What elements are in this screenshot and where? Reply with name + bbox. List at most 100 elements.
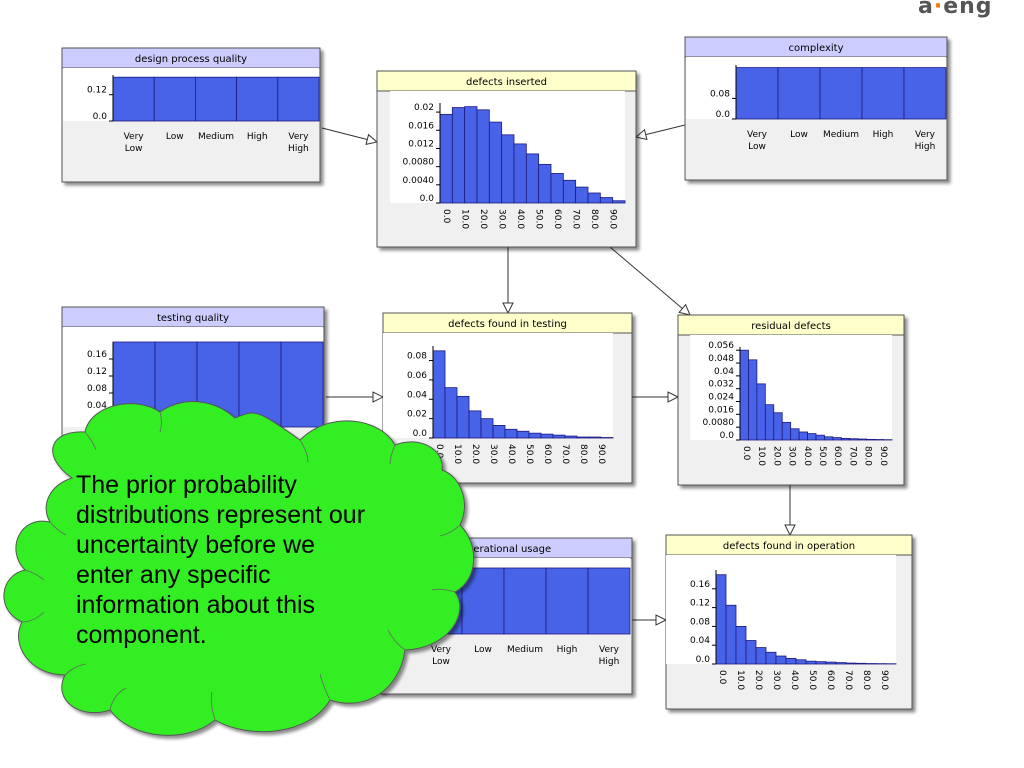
node-title: residual defects xyxy=(751,321,831,332)
bar xyxy=(562,179,577,204)
bar xyxy=(745,640,757,665)
category-label: Very xyxy=(124,132,145,142)
bar xyxy=(588,436,602,439)
x-tick-label: 20.0 xyxy=(478,209,488,229)
bar xyxy=(575,186,589,204)
x-tick-label: 80.0 xyxy=(589,209,599,229)
node-defects-inserted[interactable]: defects inserted0.020.0160.0120.00800.00… xyxy=(376,70,637,248)
node-residual-defects[interactable]: residual defects 0.056 0.048 0.04 0.032 0.024… xyxy=(677,314,905,486)
x-tick-label: 10.0 xyxy=(756,446,766,466)
edge-arrowhead xyxy=(784,524,796,537)
y-tick-label: 0.0 xyxy=(696,655,711,665)
bar xyxy=(855,662,867,665)
y-tick-label: 0.08 xyxy=(710,89,730,99)
y-tick-label: 0.04 xyxy=(690,636,710,646)
bar xyxy=(765,651,777,665)
bar xyxy=(277,76,320,122)
bar xyxy=(504,428,518,439)
category-label: Medium xyxy=(823,130,859,140)
category-label: Very xyxy=(915,130,936,140)
bar xyxy=(773,412,783,441)
node-defects-found-in-operation[interactable]: defects found in operation0.160.120.080.… xyxy=(665,534,913,710)
bar xyxy=(755,647,767,665)
bar xyxy=(832,437,842,441)
bar xyxy=(866,438,876,441)
y-tick-label: 0.048 xyxy=(708,354,734,364)
x-tick-label: 0.0 xyxy=(717,670,727,685)
y-tick-label: 0.0 xyxy=(716,110,731,120)
bar xyxy=(564,435,578,439)
x-tick-label: 50.0 xyxy=(817,446,827,466)
y-tick-label: 0.0080 xyxy=(703,418,735,428)
node-complexity[interactable]: complexity 0.08 0.0 Very Low Low Medium High Ver… xyxy=(684,36,948,181)
bar xyxy=(739,349,749,441)
bar xyxy=(824,436,834,441)
bar xyxy=(764,404,775,441)
y-tick-label: 0.0 xyxy=(720,431,735,441)
x-tick-label: 70.0 xyxy=(571,209,581,229)
bar xyxy=(587,192,601,204)
bar xyxy=(777,67,821,120)
bar xyxy=(513,143,527,204)
y-tick-label: 0.0 xyxy=(413,429,428,439)
y-tick-label: 0.04 xyxy=(714,367,734,377)
edge-arrowhead xyxy=(365,133,379,146)
y-tick-label: 0.056 xyxy=(708,341,734,351)
network-edges xyxy=(321,124,796,626)
bar xyxy=(112,76,155,122)
category-label: Low xyxy=(125,144,143,154)
y-tick-label: 0.0 xyxy=(420,194,435,204)
bar xyxy=(552,434,566,439)
bar xyxy=(576,436,590,439)
bar xyxy=(599,197,614,204)
bar xyxy=(819,67,863,120)
bar xyxy=(503,567,547,635)
x-tick-label: 10.0 xyxy=(452,444,462,464)
bar xyxy=(815,434,825,441)
bar xyxy=(444,387,458,439)
bar xyxy=(236,76,279,122)
x-tick-label: 70.0 xyxy=(560,444,570,464)
bar xyxy=(488,121,503,204)
category-label: Very xyxy=(599,645,620,655)
x-tick-label: 30.0 xyxy=(787,446,797,466)
x-tick-label: 40.0 xyxy=(515,209,525,229)
category-label: Low xyxy=(474,645,492,655)
bar xyxy=(798,431,808,441)
y-tick-label: 0.06 xyxy=(407,371,427,381)
plot-panel xyxy=(666,555,896,664)
category-label: High xyxy=(247,132,268,142)
bar xyxy=(735,67,779,120)
y-tick-label: 0.02 xyxy=(414,103,434,113)
bar xyxy=(501,134,515,204)
bar xyxy=(857,438,868,441)
x-tick-label: 60.0 xyxy=(832,446,842,466)
bar xyxy=(464,106,478,204)
bar xyxy=(795,659,807,665)
category-label: Very xyxy=(431,645,452,655)
bar xyxy=(439,113,453,204)
node-design-process-quality[interactable]: design process quality 0.12 0.0 Very Low Low M… xyxy=(61,47,321,183)
bar xyxy=(748,359,758,441)
callout-text: The prior probability distributions repr… xyxy=(76,471,366,649)
y-tick-label: 0.12 xyxy=(87,86,107,96)
y-tick-label: 0.032 xyxy=(708,380,734,390)
y-tick-label: 0.0 xyxy=(93,112,108,122)
bar xyxy=(528,432,542,439)
edge-line xyxy=(609,246,691,316)
node-title: defects found in testing xyxy=(448,319,567,330)
x-tick-label: 30.0 xyxy=(497,209,507,229)
bar xyxy=(790,428,800,441)
bar xyxy=(545,567,589,635)
bar xyxy=(849,438,859,441)
bar xyxy=(785,657,797,665)
y-tick-label: 0.08 xyxy=(87,384,107,394)
bar xyxy=(612,200,626,204)
callout-cloud xyxy=(3,401,475,736)
bar xyxy=(861,67,905,120)
edge-arrowhead xyxy=(667,391,680,403)
x-tick-label: 0.0 xyxy=(741,446,751,461)
category-label: Very xyxy=(747,130,768,140)
y-tick-label: 0.04 xyxy=(87,401,107,411)
bar xyxy=(550,173,564,204)
